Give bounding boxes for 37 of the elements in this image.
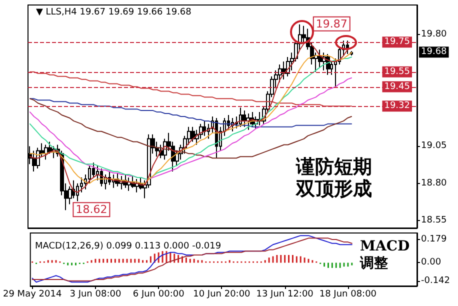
- y-tick-label: 18.80: [421, 178, 448, 188]
- y-tick-label: 0.00: [421, 258, 442, 268]
- ref-line-label: 19.75: [384, 37, 410, 48]
- y-tick-label: 0.179: [421, 234, 448, 245]
- candlestick: [44, 144, 48, 160]
- text: MACD 调整: [359, 238, 410, 272]
- ref-line-label: 19.55: [384, 66, 410, 77]
- candlestick: [127, 176, 131, 192]
- y-tick-label: 18.55: [421, 216, 447, 226]
- text: MACD(12,26,9) 0.099 0.113 0.000 -0.019: [35, 242, 222, 252]
- ref-line-label: 19.45: [384, 82, 410, 92]
- x-tick-label: 29 May 2014: [2, 290, 62, 300]
- x-tick-label: 18 Jun 08:00: [319, 290, 377, 300]
- candlestick: [135, 178, 139, 193]
- annotation: 18.62: [76, 203, 108, 216]
- ref-line-label: 19.32: [384, 101, 410, 112]
- candlestick: [239, 107, 242, 128]
- y-tick-label: 19.80: [421, 30, 448, 40]
- line-series: [29, 71, 352, 107]
- candlestick: [191, 126, 195, 142]
- chart-title: ▼ LLS,H4 19.67 19.69 19.66 19.68: [36, 8, 192, 18]
- candlestick: [32, 150, 36, 172]
- line-series: [29, 77, 352, 180]
- annotation: 19.87: [316, 17, 348, 30]
- candlestick: [346, 40, 349, 55]
- candlestick: [246, 113, 250, 130]
- x-tick-label: 13 Jun 12:00: [256, 290, 314, 300]
- candlestick: [203, 120, 206, 136]
- candlestick: [242, 110, 246, 128]
- annotation: 谨防短期双顶形成: [295, 156, 372, 200]
- x-tick-label: 6 Jun 00:00: [132, 290, 185, 300]
- text: 19.68: [421, 47, 448, 58]
- y-tick-label: -0.142: [421, 276, 450, 286]
- y-tick-label: 19.05: [421, 141, 447, 152]
- x-tick-label: 3 Jun 08:00: [70, 290, 122, 300]
- line-series: [29, 98, 352, 128]
- x-tick-label: 10 Jun 20:00: [193, 290, 251, 300]
